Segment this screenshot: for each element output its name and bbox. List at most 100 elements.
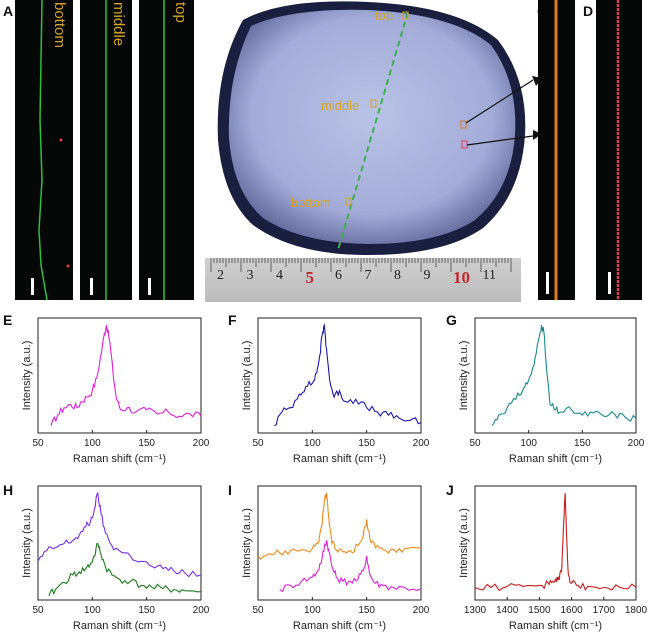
x-axis-label: Raman shift (cm⁻¹) <box>509 453 602 465</box>
scale-bar <box>608 272 611 294</box>
series-line <box>48 542 202 597</box>
scale-bar <box>31 278 34 295</box>
x-axis-label: Raman shift (cm⁻¹) <box>73 453 166 465</box>
raman-chart-e: 50 100 150 200 Intensity (a.u.) Raman shift (… <box>21 317 210 465</box>
label-top: top <box>172 2 189 23</box>
y-axis-label: Intensity (a.u.) <box>21 341 33 411</box>
fiber-image-red <box>596 0 642 300</box>
ruler-number: 10 <box>453 268 470 287</box>
raman-chart-f: 50 100 150 200 Intensity (a.u.) Raman shift (… <box>241 317 430 465</box>
x-axis-label: Raman shift (cm⁻¹) <box>293 620 386 632</box>
plot-frame <box>474 485 637 601</box>
label-middle: middle <box>110 2 127 47</box>
panel-letter-d: D <box>583 3 594 19</box>
y-axis-label: Intensity (a.u.) <box>241 341 253 411</box>
x-tick-label: 100 <box>84 605 101 616</box>
fiber-image-top: top <box>139 0 194 300</box>
x-tick-label: 200 <box>628 438 645 449</box>
y-axis-label: Intensity (a.u.) <box>21 508 33 578</box>
panel-letter-f: F <box>228 312 237 328</box>
x-tick-label: 100 <box>84 438 101 449</box>
x-tick-label: 100 <box>520 438 537 449</box>
fiber-line-orange <box>554 0 558 300</box>
label-bottom: bottom <box>51 2 68 48</box>
x-tick-label: 200 <box>413 438 430 449</box>
x-tick-label: 100 <box>304 605 321 616</box>
ruler-number: 11 <box>482 268 496 283</box>
x-tick-label: 150 <box>138 438 155 449</box>
raman-chart-i: 50 100 150 200 Intensity (a.u.) Raman shift (… <box>241 485 430 632</box>
ruler-number: 3 <box>246 268 254 283</box>
ruler-number: 9 <box>423 268 431 283</box>
x-tick-label: 200 <box>193 438 210 449</box>
label-bottom-mark: bottom <box>291 195 331 210</box>
series-line <box>279 540 422 593</box>
x-tick-label: 50 <box>32 438 44 449</box>
plot-frame <box>37 317 202 434</box>
ruler: 2 3 4 5 6 7 8 9 10 11 <box>205 258 521 302</box>
panel-letter-e: E <box>3 312 13 328</box>
ruler-number: 8 <box>394 268 401 283</box>
x-tick-label: 150 <box>138 605 155 616</box>
y-axis-label: Intensity (a.u.) <box>241 508 253 578</box>
x-tick-label: 1300 <box>464 605 487 616</box>
fiber-line-green <box>163 0 165 300</box>
series-line <box>274 323 422 427</box>
x-tick-label: 50 <box>252 605 264 616</box>
fiber-image-bottom: bottom <box>15 0 73 300</box>
raman-chart-g: 50 100 150 200 Intensity (a.u.) Raman shift (… <box>458 317 645 465</box>
series-line <box>491 325 637 427</box>
ruler-number: 7 <box>364 268 372 283</box>
plot-frame <box>474 317 637 434</box>
y-axis-label: Intensity (a.u.) <box>458 341 470 411</box>
plot-frame <box>37 485 202 601</box>
x-tick-label: 50 <box>469 438 481 449</box>
series-line <box>257 493 422 561</box>
series-line <box>474 493 637 592</box>
y-axis-label: Intensity (a.u.) <box>458 508 470 578</box>
x-tick-label: 1700 <box>593 605 616 616</box>
x-tick-label: 1600 <box>560 605 583 616</box>
x-axis-label: Raman shift (cm⁻¹) <box>73 620 166 632</box>
x-tick-label: 50 <box>252 438 264 449</box>
label-top-mark: top <box>375 8 394 23</box>
ruler-number: 4 <box>276 268 283 283</box>
x-tick-label: 150 <box>574 438 591 449</box>
x-tick-label: 50 <box>32 605 44 616</box>
fiber-image-middle: middle <box>80 0 132 300</box>
panel-letter-h: H <box>3 482 14 498</box>
panel-letter-g: G <box>446 312 457 328</box>
x-tick-label: 200 <box>193 605 210 616</box>
x-axis-label: Raman shift (cm⁻¹) <box>509 620 602 632</box>
wafer-disc <box>217 1 533 256</box>
series-line <box>37 491 202 578</box>
ruler-number: 6 <box>335 268 342 283</box>
panel-letter-i: I <box>228 482 232 498</box>
panel-letter-j: J <box>446 482 454 498</box>
x-axis-label: Raman shift (cm⁻¹) <box>293 453 386 465</box>
x-tick-label: 1400 <box>496 605 519 616</box>
scale-bar <box>148 278 151 295</box>
raman-chart-j: 1300 1400 1500 1600 1700 1800 Intensity (a.u.)… <box>458 485 648 632</box>
plot-frame <box>257 485 422 601</box>
ruler-numbers: 2 3 4 5 6 7 8 9 10 11 <box>205 258 521 302</box>
x-tick-label: 1800 <box>625 605 648 616</box>
scale-bar <box>546 272 549 294</box>
x-tick-label: 150 <box>358 605 375 616</box>
fiber-line-green <box>105 0 107 300</box>
ruler-ticks <box>210 258 512 272</box>
fiber-image-orange <box>538 0 575 300</box>
plot-frame <box>257 317 422 434</box>
series-line <box>50 325 202 426</box>
x-tick-label: 200 <box>413 605 430 616</box>
ruler-number: 2 <box>217 268 224 283</box>
ruler-number: 5 <box>305 268 315 287</box>
wafer-photo: top middle bottom <box>203 0 533 258</box>
x-tick-label: 100 <box>304 438 321 449</box>
x-tick-label: 150 <box>358 438 375 449</box>
fiber-line-green <box>38 0 70 300</box>
raman-chart-h: 50 100 150 200 Intensity (a.u.) Raman shift (… <box>21 485 210 632</box>
panel-letter-a: A <box>3 3 14 19</box>
label-middle-mark: middle <box>321 98 360 113</box>
scale-bar <box>90 278 93 295</box>
